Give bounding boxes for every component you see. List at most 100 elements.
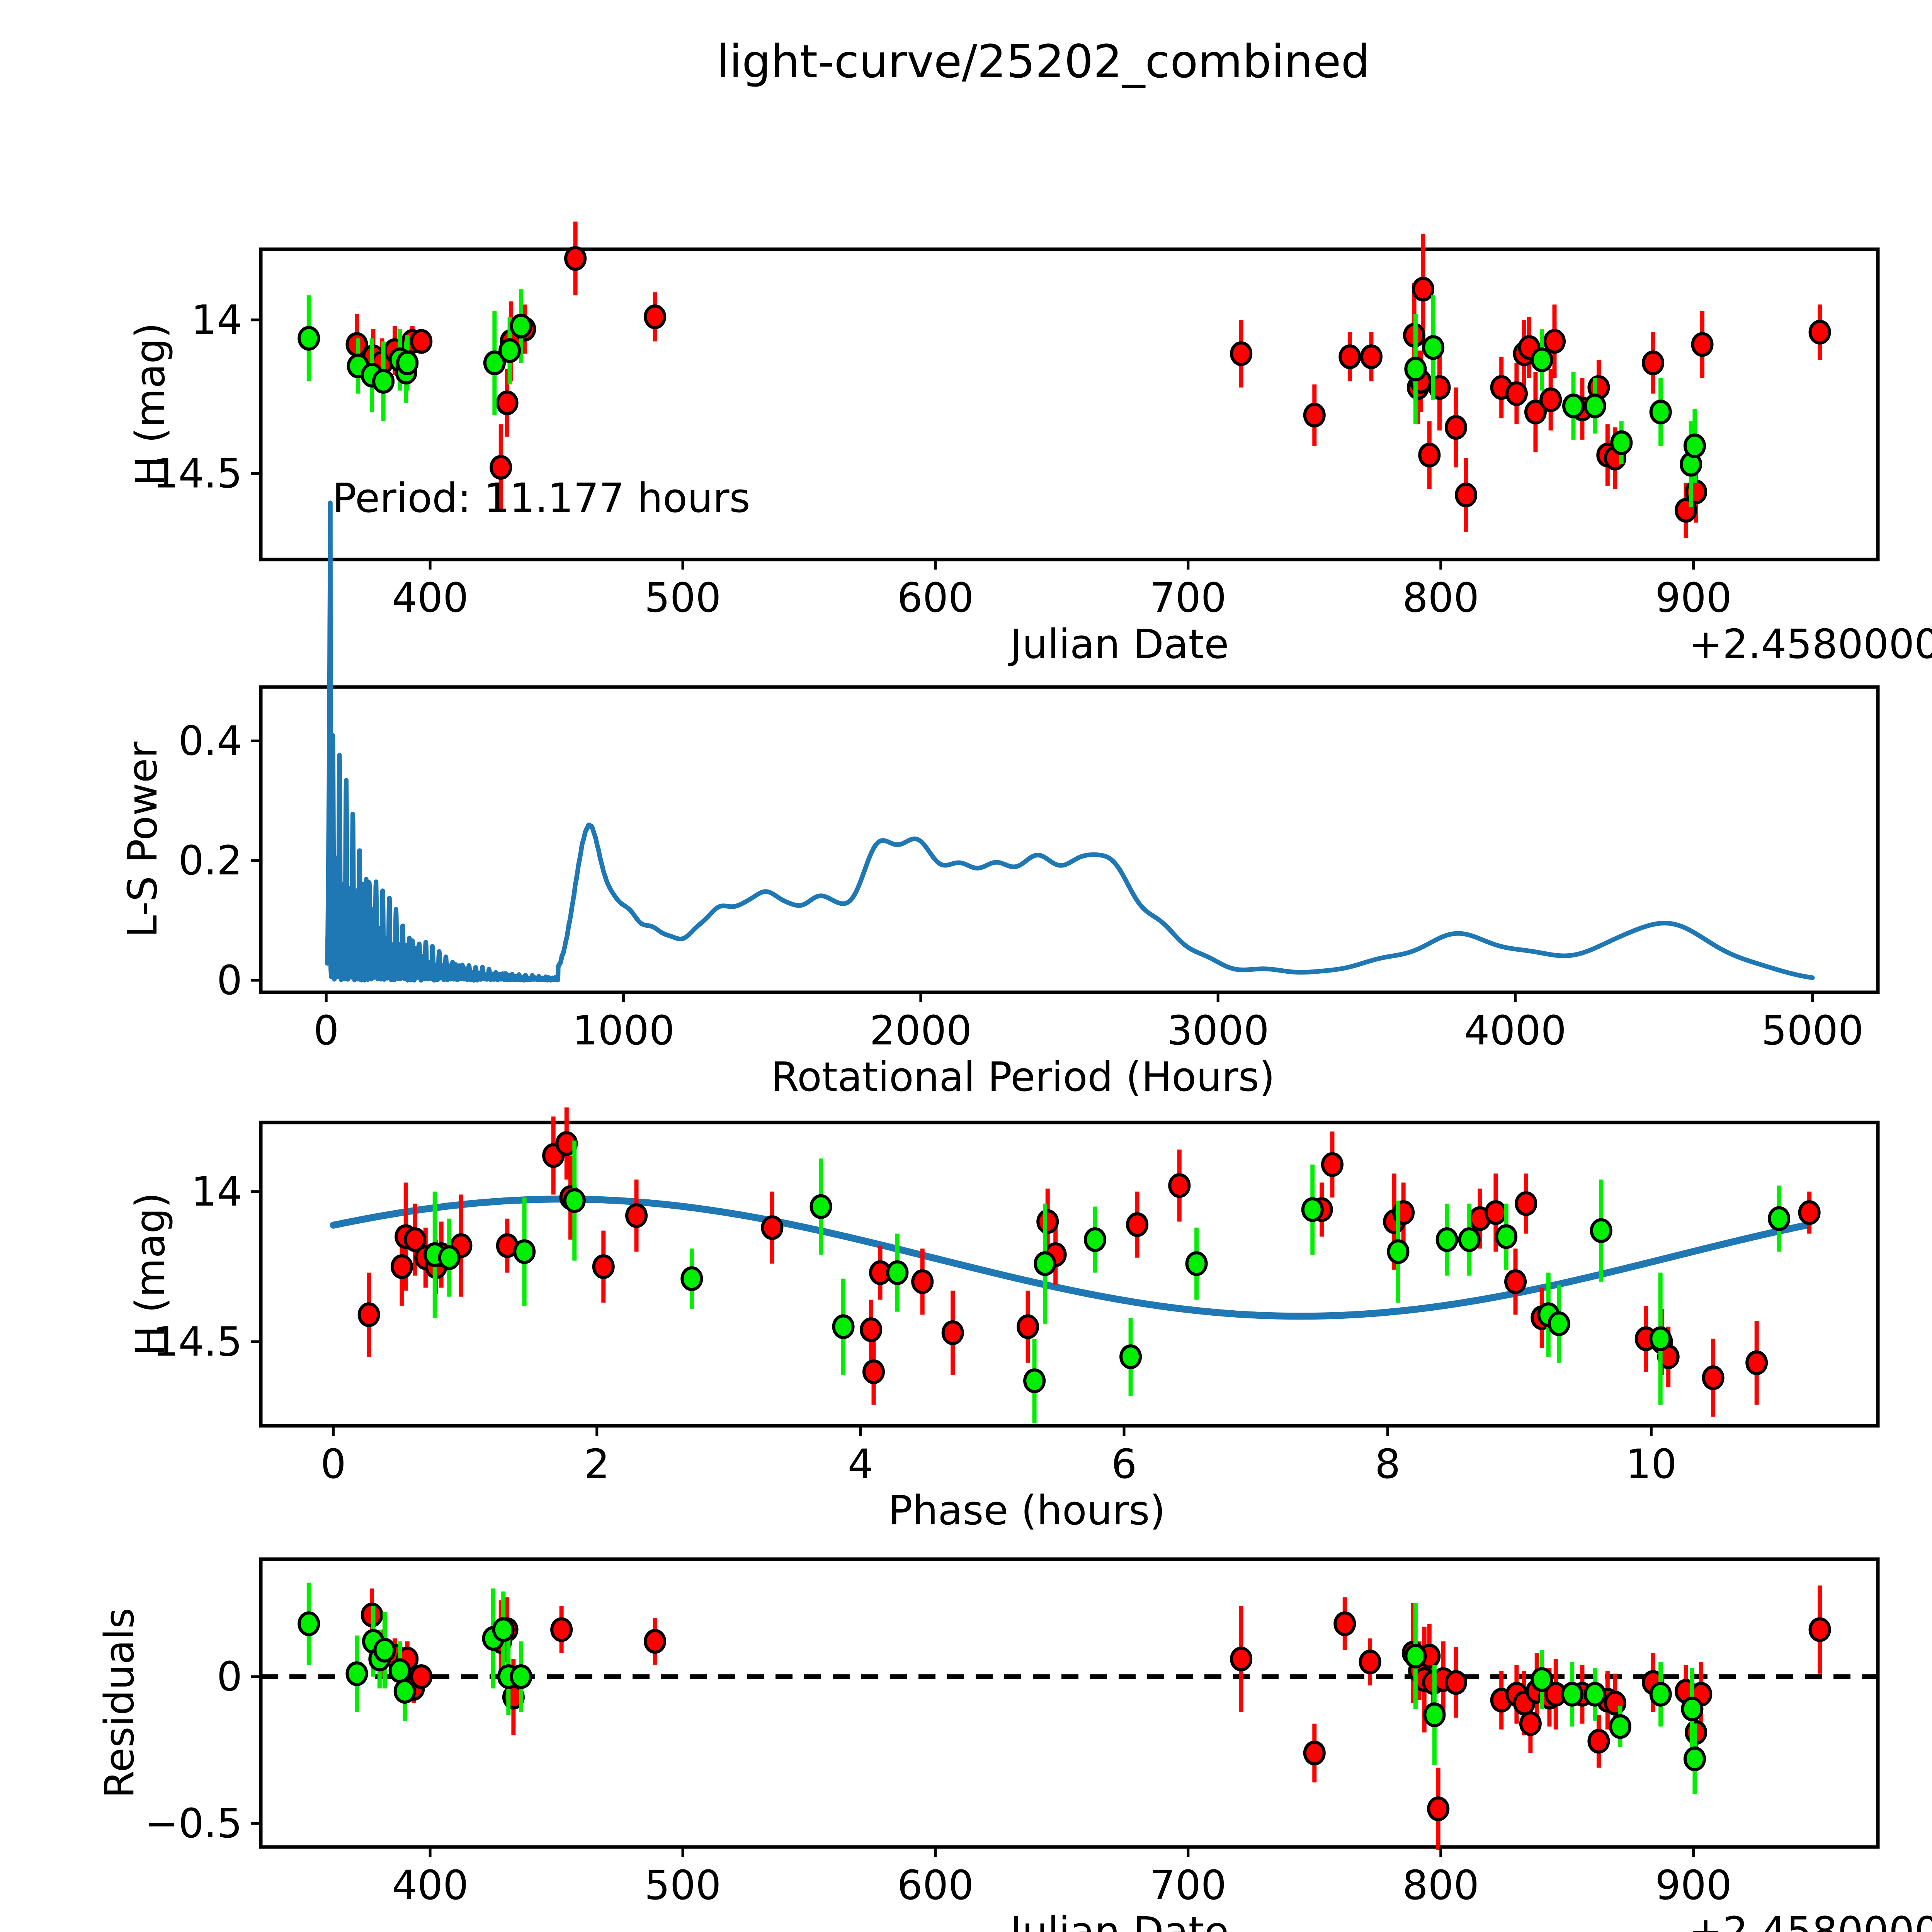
data-point bbox=[1084, 1227, 1107, 1252]
data-point bbox=[1691, 332, 1714, 357]
phase-folded-frame bbox=[259, 1121, 1880, 1428]
light-curve-x-tick-label: 800 bbox=[1402, 574, 1479, 621]
periodogram-ylabel: L-S Power bbox=[119, 742, 166, 937]
data-point bbox=[1435, 1227, 1458, 1252]
data-point bbox=[1583, 393, 1606, 418]
data-point bbox=[1649, 1682, 1672, 1707]
data-point bbox=[1301, 1197, 1324, 1222]
periodogram-frame bbox=[259, 685, 1880, 994]
phase-folded-x-tick-label: 6 bbox=[1111, 1440, 1137, 1488]
phase-fit-curve bbox=[330, 1196, 1810, 1320]
residuals-frame bbox=[259, 1557, 1880, 1849]
data-point bbox=[1338, 344, 1361, 369]
data-point bbox=[1230, 341, 1253, 366]
periodogram-x-tick-label: 3000 bbox=[1167, 1007, 1269, 1054]
data-point bbox=[1543, 329, 1566, 354]
data-point bbox=[886, 1260, 909, 1285]
light-curve-x-tick-label: 500 bbox=[645, 574, 721, 621]
data-point bbox=[1404, 357, 1427, 382]
data-point bbox=[1609, 1714, 1632, 1739]
data-point bbox=[1745, 1350, 1768, 1375]
data-point bbox=[832, 1314, 855, 1339]
data-point bbox=[644, 1629, 667, 1654]
periodogram-x-tick-label: 0 bbox=[313, 1007, 339, 1054]
residuals-x-tick-label: 600 bbox=[897, 1862, 974, 1909]
data-point bbox=[1683, 433, 1706, 458]
light-curve-ylabel: H (mag) bbox=[127, 323, 174, 486]
residuals-series-red bbox=[361, 1585, 1831, 1850]
data-point bbox=[1524, 400, 1547, 425]
data-point bbox=[1359, 1650, 1381, 1675]
data-point bbox=[513, 1239, 536, 1264]
data-point bbox=[510, 1664, 532, 1689]
data-point bbox=[1702, 1365, 1725, 1390]
data-point bbox=[1505, 381, 1528, 406]
data-point bbox=[1455, 483, 1478, 508]
data-point bbox=[388, 1658, 411, 1683]
residuals-x-tick-label: 900 bbox=[1655, 1862, 1732, 1909]
data-point bbox=[1519, 1711, 1542, 1736]
data-point bbox=[592, 1254, 615, 1279]
data-point bbox=[483, 350, 506, 376]
data-point bbox=[1303, 1740, 1326, 1765]
data-point bbox=[1504, 1269, 1527, 1294]
data-point bbox=[298, 326, 320, 351]
residuals-ylabel: Residuals bbox=[96, 1608, 143, 1798]
residuals-xlabel: Julian Date bbox=[1008, 1908, 1229, 1932]
data-point bbox=[1427, 1796, 1450, 1821]
data-point bbox=[860, 1317, 883, 1342]
data-point bbox=[1590, 1218, 1612, 1243]
light-curve-series-green bbox=[298, 289, 1706, 507]
data-point bbox=[410, 329, 433, 354]
data-point bbox=[1444, 415, 1467, 440]
data-point bbox=[1412, 277, 1434, 302]
data-point bbox=[862, 1359, 885, 1384]
data-point bbox=[1610, 430, 1633, 455]
figure-title: light-curve/25202_combined bbox=[716, 35, 1370, 88]
residuals-x-tick-label: 500 bbox=[645, 1862, 721, 1909]
data-point bbox=[1587, 1729, 1610, 1754]
data-point bbox=[373, 1638, 396, 1663]
data-point bbox=[396, 350, 419, 376]
periodogram-x-tick-label: 2000 bbox=[870, 1007, 972, 1054]
data-point bbox=[372, 369, 395, 394]
residuals-series-green bbox=[298, 1582, 1706, 1794]
data-point bbox=[1539, 387, 1562, 412]
data-point bbox=[1798, 1200, 1821, 1225]
phase-folded-ylabel: H (mag) bbox=[127, 1192, 174, 1356]
data-point bbox=[1422, 335, 1445, 360]
data-point bbox=[510, 313, 532, 338]
data-point bbox=[1126, 1212, 1149, 1237]
data-point bbox=[438, 1245, 461, 1270]
data-point bbox=[644, 304, 667, 329]
data-point bbox=[1808, 1617, 1831, 1642]
data-point bbox=[680, 1266, 703, 1291]
data-point bbox=[1531, 347, 1553, 372]
data-point bbox=[393, 1679, 416, 1704]
data-point bbox=[1036, 1209, 1059, 1234]
data-point bbox=[498, 338, 521, 363]
periodogram-y-tick-label: 0.2 bbox=[179, 837, 242, 884]
phase-folded-x-tick-label: 8 bbox=[1375, 1440, 1400, 1488]
data-point bbox=[625, 1203, 648, 1228]
period-annotation: Period: 11.177 hours bbox=[332, 474, 750, 522]
residuals-y-tick-label: −0.5 bbox=[145, 1800, 242, 1847]
data-point bbox=[1418, 442, 1441, 468]
light-curve-x-offset: +2.4580000000e6 bbox=[1689, 621, 1932, 668]
data-point bbox=[1185, 1251, 1208, 1276]
data-point bbox=[1561, 1682, 1583, 1707]
data-point bbox=[1808, 320, 1831, 345]
data-point bbox=[1531, 1667, 1553, 1692]
data-point bbox=[1484, 1200, 1507, 1225]
residuals-y-tick-label: 0 bbox=[217, 1653, 242, 1700]
data-point bbox=[1017, 1314, 1039, 1339]
data-point bbox=[1458, 1227, 1481, 1252]
data-point bbox=[1034, 1251, 1056, 1276]
periodogram-y-tick-label: 0.4 bbox=[179, 717, 242, 764]
phase-folded-x-tick-label: 10 bbox=[1626, 1440, 1677, 1488]
phase-folded-x-tick-label: 0 bbox=[321, 1440, 346, 1488]
light-curve-frame bbox=[259, 247, 1880, 561]
data-point bbox=[1649, 400, 1672, 425]
